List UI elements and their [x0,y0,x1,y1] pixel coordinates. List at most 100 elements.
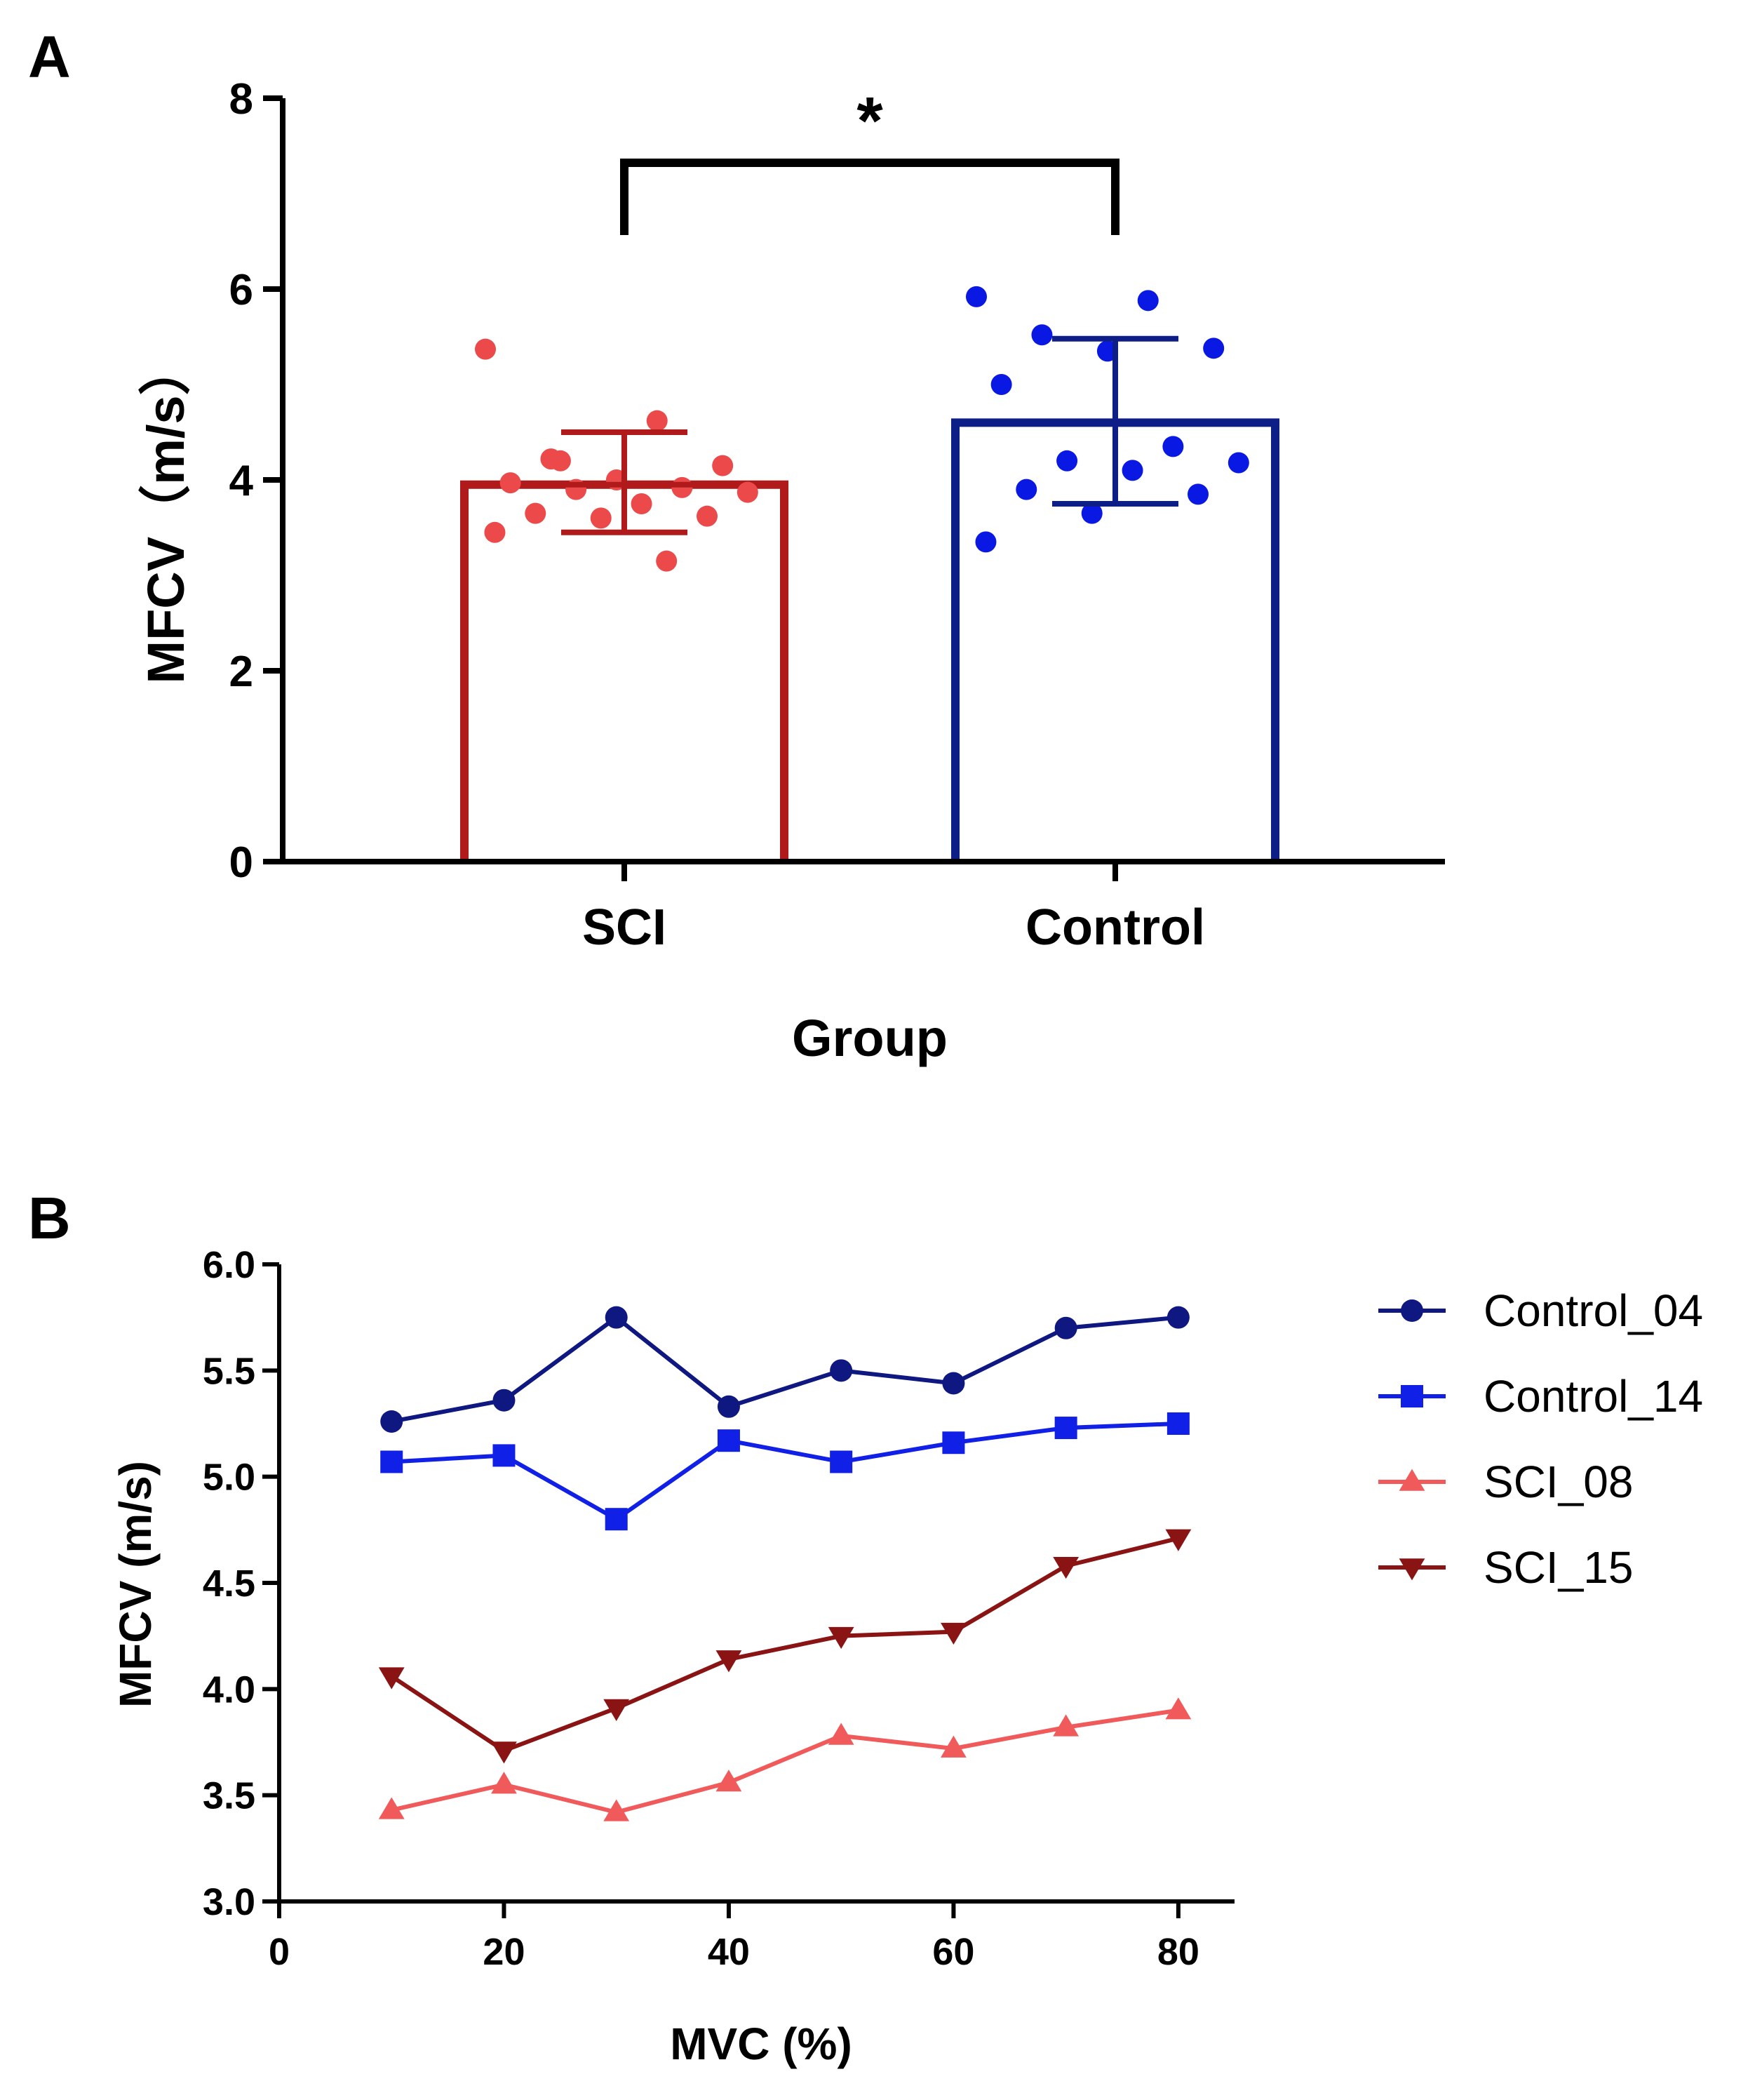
marker-circle [830,1359,853,1382]
panel-b-legend: Control_04 Control_14 SCI_08 SCI_15 [1378,1285,1703,1593]
y-tick-label: 3.5 [203,1775,255,1817]
panel-a-bars [460,418,1279,862]
marker-triangle-up [941,1735,967,1758]
panel-b-y-axis-title: MFCV (m/s) [110,1461,161,1708]
panel-a-y-axis-title: MFCV（m/s） [137,343,195,683]
panel-b-x-axis-title: MVC (%) [670,2019,852,2069]
y-tick-label: 6.0 [203,1244,255,1286]
panel-a-axes [280,98,1445,864]
data-point [549,450,571,472]
marker-square [717,1429,740,1452]
marker-circle [717,1395,740,1418]
series-line [391,1708,1179,1814]
y-tick-label: 3.0 [203,1881,255,1923]
data-point [697,505,718,527]
x-category-label: SCI [582,899,666,956]
data-point [1031,324,1053,346]
marker-triangle-down [491,1741,517,1764]
y-tick-label: 2 [229,648,253,696]
legend-label: SCI_08 [1484,1457,1633,1507]
marker-triangle-up [1053,1714,1080,1737]
x-tick-label: 40 [708,1931,750,1973]
marker-square [942,1431,965,1454]
data-point [1137,290,1159,312]
marker-triangle-down [715,1650,742,1673]
marker-square [380,1450,403,1473]
marker-triangle-down [1053,1556,1080,1579]
marker-circle [380,1410,403,1433]
panel-a-x-ticks: SCI Control [582,862,1205,956]
y-tick-label: 0 [229,838,253,887]
marker-circle [1054,1316,1077,1339]
panel-b-y-ticks: 3.0 3.5 4.0 4.5 5.0 5.5 6.0 [203,1244,279,1923]
panel-a-label: A [28,24,71,90]
x-category-label: Control [1026,899,1205,956]
panel-a-x-axis-title: Group [792,1009,948,1067]
marker-triangle-up [715,1770,742,1792]
data-point [656,550,678,572]
legend-label: Control_04 [1484,1285,1703,1336]
panel-a-y-ticks: 0 2 4 6 8 [229,75,283,887]
marker-circle [492,1389,516,1412]
marker-triangle-up [603,1799,630,1821]
x-tick-label: 20 [483,1931,525,1973]
series-line [390,1536,1179,1753]
panel-b-x-ticks: 0 20 40 60 80 [269,1901,1199,1973]
marker-triangle-down [1165,1529,1192,1551]
marker-circle [942,1372,965,1395]
x-tick-label: 80 [1157,1931,1199,1973]
series-control_14 [380,1412,1190,1531]
marker-triangle-down [1399,1558,1425,1581]
marker-triangle-down [828,1626,854,1650]
y-tick-label: 5.0 [203,1457,255,1499]
marker-triangle-up [491,1772,517,1794]
y-tick-label: 8 [229,75,253,123]
data-point [646,410,668,432]
y-tick-label: 5.5 [203,1350,255,1392]
data-point [1162,436,1184,457]
panel-b-label: B [28,1185,71,1251]
marker-triangle-up [1165,1697,1192,1720]
data-point [990,374,1012,395]
marker-triangle-up [1399,1469,1425,1491]
significance-star: * [856,83,883,159]
marker-square [830,1450,853,1473]
marker-square [1166,1412,1190,1435]
significance-bracket [620,159,1119,235]
series-line [391,1314,1179,1424]
data-point [1016,479,1037,500]
data-point [590,507,612,529]
y-tick-label: 4.5 [203,1563,255,1605]
panel-a-bar-chart: A 0 2 4 6 8 SCI Control * Group MFCV（m/s） [28,24,1445,1067]
x-tick-label: 60 [932,1931,974,1973]
data-point [1203,337,1225,359]
panel-b-axes [277,1264,1235,1904]
y-tick-label: 6 [229,266,253,314]
x-tick-label: 0 [269,1931,290,1973]
data-point [975,531,997,553]
marker-circle [1166,1306,1190,1329]
data-point [499,472,521,494]
series-sci_15 [378,1529,1192,1764]
data-point [525,502,546,524]
data-point [671,476,693,498]
data-point [1056,450,1078,472]
marker-square [1401,1385,1423,1407]
series-sci_08 [378,1697,1192,1821]
marker-square [605,1508,628,1531]
marker-circle [605,1306,628,1329]
y-tick-label: 4.0 [203,1668,255,1711]
panel-a-error-bars [536,335,1204,535]
data-point [475,338,496,360]
marker-square [492,1444,516,1467]
panel-b-series [378,1306,1192,1821]
marker-triangle-down [941,1622,967,1645]
data-point [1228,452,1249,474]
marker-triangle-up [378,1797,405,1819]
data-point [712,455,734,476]
series-line [391,1422,1178,1522]
data-point [1122,460,1143,481]
legend-label: SCI_15 [1484,1542,1633,1593]
marker-triangle-down [378,1667,405,1690]
